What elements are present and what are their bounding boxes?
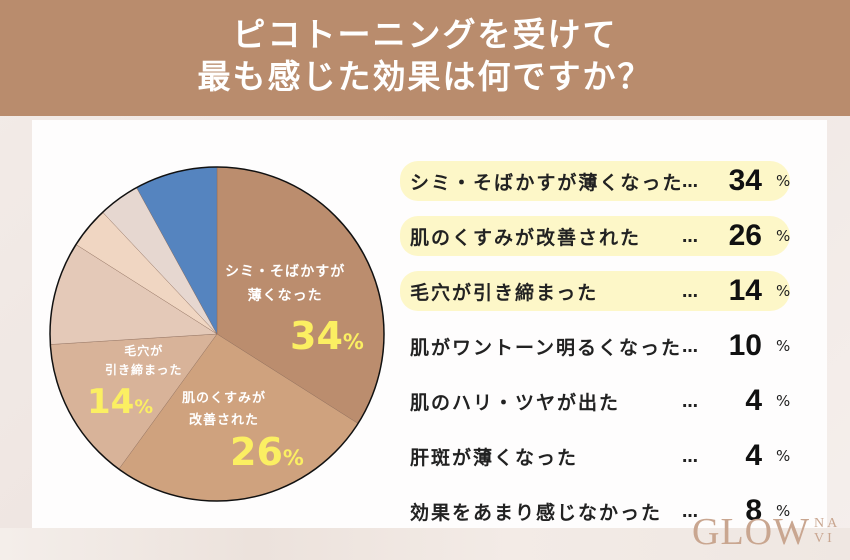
legend-row: 肌のハリ・ツヤが出た … 4 % — [400, 378, 800, 424]
glownavi-logo: GLOW NA VI — [692, 510, 837, 554]
legend-dots: … — [682, 391, 698, 411]
slice-pct-dullness: 26% — [230, 430, 304, 474]
logo-sub-line: NA — [814, 516, 841, 531]
legend-unit: % — [776, 502, 791, 520]
legend-dots: … — [682, 171, 698, 191]
title-banner: ピコトーニングを受けて 最も感じた効果は何ですか？ — [0, 0, 850, 116]
slice-label-stains: シミ・そばかすが 薄くなった — [225, 260, 345, 308]
legend-value: 34 — [728, 164, 762, 197]
pct-value: 14 — [87, 382, 135, 422]
pct-symbol: % — [342, 330, 364, 354]
slice-label-dullness: 肌のくすみが 改善された — [182, 388, 266, 432]
slice-pct-stains: 34% — [290, 314, 364, 358]
logo-sub: NA VI — [814, 516, 850, 546]
legend-row: 肝斑が薄くなった … 4 % — [400, 433, 800, 479]
pct-symbol: % — [134, 397, 154, 418]
legend-value: 26 — [728, 219, 762, 252]
legend-unit: % — [776, 172, 791, 190]
pie-svg — [49, 166, 385, 502]
legend-unit: % — [776, 337, 791, 355]
legend-label: 肝斑が薄くなった — [410, 446, 579, 469]
pie-outline — [49, 166, 385, 502]
legend-unit: % — [776, 447, 791, 465]
slice-label-pores: 毛穴が 引き締まった — [105, 342, 183, 380]
pct-value: 34 — [290, 314, 343, 358]
title-line-1: ピコトーニングを受けて — [232, 15, 618, 54]
legend-dots: … — [682, 446, 698, 466]
title-line-2: 最も感じた効果は何ですか？ — [197, 57, 653, 96]
legend-dots: … — [682, 281, 698, 301]
bottom-background — [0, 528, 850, 560]
legend-label: 効果をあまり感じなかった — [410, 501, 663, 524]
legend-value: 4 — [745, 384, 762, 417]
logo-main-text: GLOW — [692, 511, 810, 553]
legend-row: 肌がワントーン明るくなった … 10 % — [400, 323, 800, 369]
slice-label-line: シミ・そばかすが — [225, 264, 346, 280]
legend-row: 効果をあまり感じなかった … 8 % — [400, 488, 800, 534]
pie-chart: シミ・そばかすが 薄くなった 34% 肌のくすみが 改善された 26% 毛穴が … — [47, 164, 387, 504]
slice-label-line: 毛穴が — [124, 344, 164, 358]
legend-list: シミ・そばかすが薄くなった … 34 % 肌のくすみが改善された … 26 % … — [400, 158, 800, 543]
legend-unit: % — [776, 392, 791, 410]
legend-row: 毛穴が引き締まった … 14 % — [400, 268, 800, 314]
legend-value: 8 — [745, 494, 762, 527]
legend-row: 肌のくすみが改善された … 26 % — [400, 213, 800, 259]
slice-pct-pores: 14% — [87, 382, 153, 422]
slice-label-line: 改善された — [189, 413, 260, 428]
legend-value: 14 — [728, 274, 762, 307]
legend-label: 肌のくすみが改善された — [410, 226, 642, 249]
legend-label: シミ・そばかすが薄くなった — [410, 171, 682, 194]
legend-dots: … — [682, 226, 698, 246]
pct-symbol: % — [282, 446, 304, 470]
legend-label: 肌のハリ・ツヤが出た — [410, 391, 621, 414]
legend-dots: … — [682, 501, 698, 521]
legend-label: 毛穴が引き締まった — [410, 281, 599, 304]
legend-row: シミ・そばかすが薄くなった … 34 % — [400, 158, 800, 204]
pct-value: 26 — [230, 430, 283, 474]
slice-label-line: 引き締まった — [105, 363, 183, 377]
legend-unit: % — [776, 227, 791, 245]
legend-value: 10 — [728, 329, 762, 362]
logo-sub-line: VI — [814, 531, 835, 546]
legend-unit: % — [776, 282, 791, 300]
slice-label-line: 薄くなった — [247, 288, 323, 304]
slice-label-line: 肌のくすみが — [182, 391, 267, 406]
legend-label: 肌がワントーン明るくなった — [410, 336, 682, 359]
legend-value: 4 — [745, 439, 762, 472]
legend-dots: … — [682, 336, 698, 356]
